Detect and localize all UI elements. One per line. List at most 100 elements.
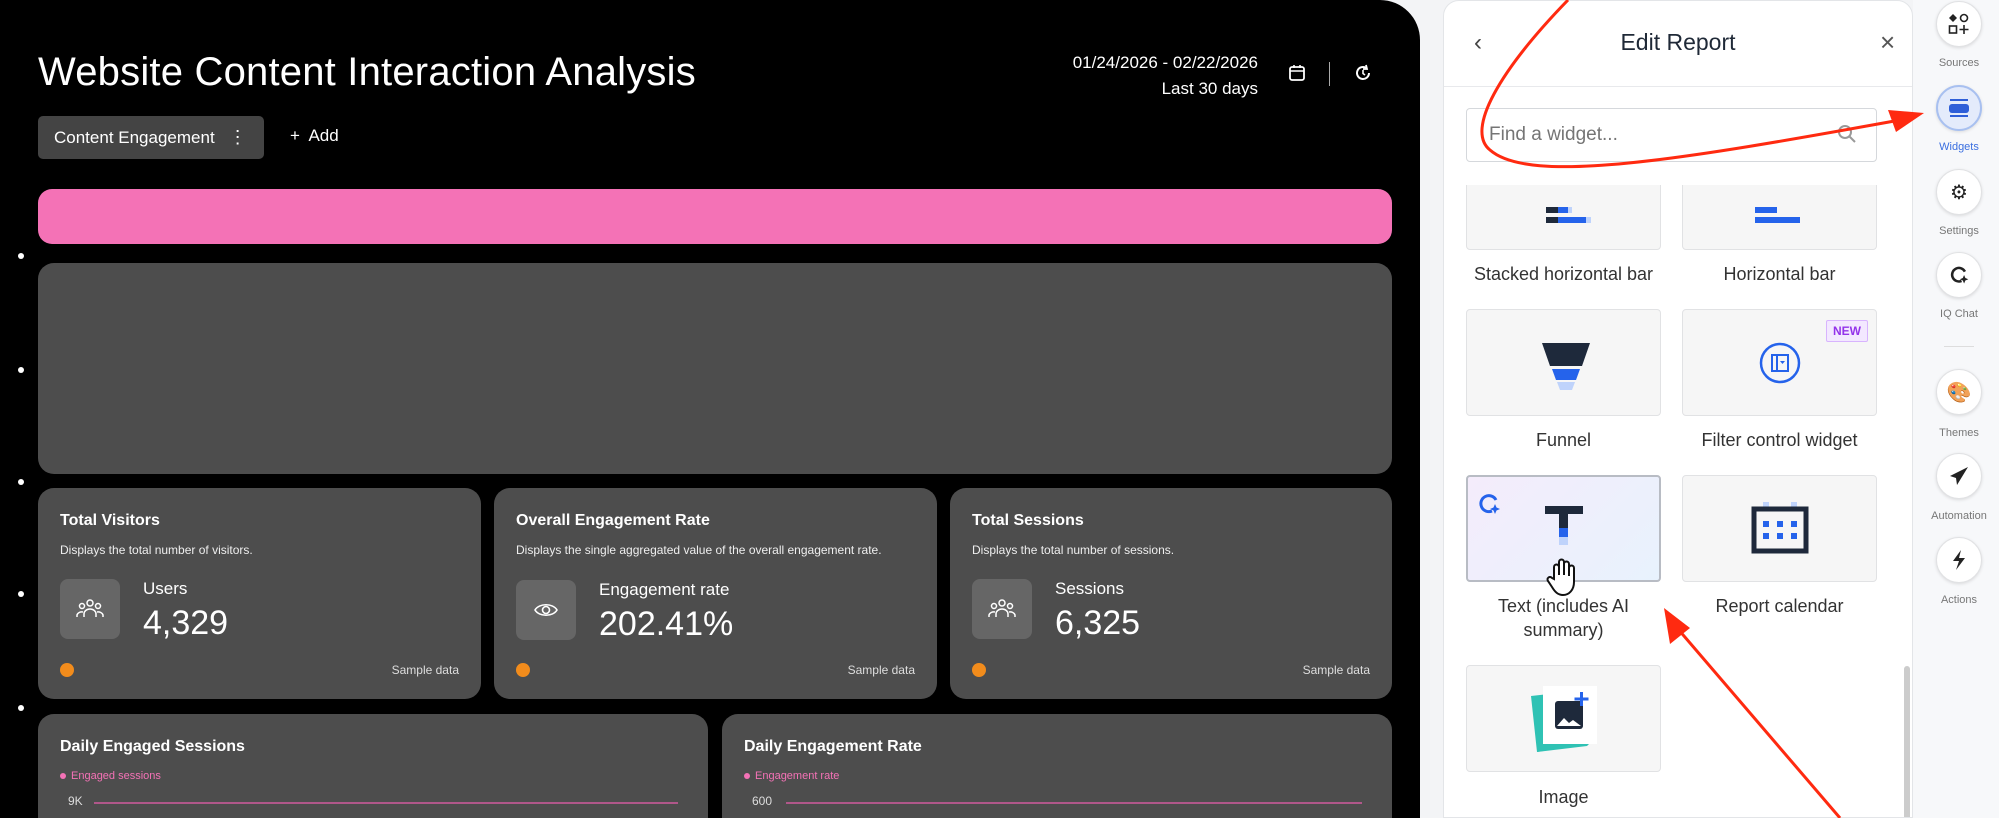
bullet: [18, 253, 24, 259]
kpi-label: Sessions: [1055, 579, 1124, 598]
panel-header: ‹ Edit Report ×: [1444, 1, 1912, 87]
chart-legend: Engaged sessions: [60, 770, 686, 782]
sources-icon: [1948, 13, 1969, 34]
sidebar-label: Themes: [1939, 427, 1979, 439]
chart-title: Daily Engaged Sessions: [60, 738, 245, 755]
y-tick-label: 9K: [68, 794, 83, 808]
widget-tile-horizontal-bar[interactable]: [1682, 185, 1877, 250]
legend-dot: [60, 773, 66, 779]
refresh-icon[interactable]: [1352, 62, 1374, 84]
card-description: Displays the total number of visitors.: [60, 543, 253, 557]
palette-icon: 🎨: [1946, 381, 1972, 404]
settings-button[interactable]: ⚙: [1936, 169, 1982, 215]
add-label: Add: [308, 126, 339, 145]
widget-tile-funnel[interactable]: [1466, 309, 1661, 416]
sidebar-label: Widgets: [1939, 141, 1979, 153]
widget-tile-text[interactable]: [1466, 475, 1661, 597]
widget-tile-stacked-horizontal-bar[interactable]: [1466, 185, 1661, 250]
chart-card-daily-engagement-rate[interactable]: Daily Engagement Rate Engagement rate 60…: [722, 714, 1392, 818]
lightning-icon: [1953, 550, 1965, 570]
widget-label: Report calendar: [1715, 596, 1844, 616]
date-range[interactable]: 01/24/2026 - 02/22/2026 Last 30 days: [1073, 50, 1258, 102]
sidebar-divider: [1944, 346, 1974, 347]
widget-label: Horizontal bar: [1723, 264, 1836, 284]
widgets-button[interactable]: [1936, 85, 1982, 131]
edit-report-panel: ‹ Edit Report × Stacked horizontal bar H…: [1443, 0, 1913, 818]
widget-label: Image: [1538, 787, 1589, 807]
kpi-card-engagement-rate[interactable]: Overall Engagement Rate Displays the sin…: [494, 488, 937, 699]
chevron-left-icon[interactable]: ‹: [1474, 29, 1482, 56]
tab-label: Content Engagement: [54, 127, 215, 147]
sidebar-label: IQ Chat: [1940, 308, 1978, 320]
divider: [1329, 62, 1330, 86]
widget-tile-filter-control[interactable]: NEW: [1682, 309, 1877, 416]
widget-search-input[interactable]: [1466, 108, 1877, 162]
kpi-card-total-sessions[interactable]: Total Sessions Displays the total number…: [950, 488, 1392, 699]
kpi-value: 4,329: [143, 604, 229, 642]
more-vertical-icon[interactable]: ⋮: [228, 127, 247, 147]
chart-legend: Engagement rate: [744, 770, 1370, 782]
date-preset: Last 30 days: [1161, 79, 1258, 98]
add-tab-button[interactable]: + Add: [290, 126, 339, 146]
hand-cursor-icon: [1546, 558, 1575, 597]
funnel-icon: [1541, 342, 1590, 390]
eye-icon: [516, 580, 576, 640]
sidebar-label: Automation: [1931, 510, 1987, 522]
bullet: [18, 479, 24, 485]
card-description: Displays the single aggregated value of …: [516, 543, 882, 557]
date-range-text: 01/24/2026 - 02/22/2026: [1072, 53, 1258, 72]
users-icon: [60, 579, 120, 639]
kpi-value: 202.41%: [599, 605, 734, 643]
kpi-label: Users: [143, 579, 188, 598]
kpi-value: 6,325: [1055, 604, 1141, 642]
chart-card-daily-engaged-sessions[interactable]: Daily Engaged Sessions Engaged sessions …: [38, 714, 708, 818]
kpi-label: Engagement rate: [599, 580, 730, 599]
close-icon[interactable]: ×: [1880, 27, 1896, 57]
legend-label: Engaged sessions: [71, 770, 161, 782]
iq-chat-button[interactable]: [1936, 252, 1982, 298]
horizontal-bar-icon: [1754, 206, 1800, 223]
card-title: Total Sessions: [972, 512, 1084, 529]
tab-content-engagement[interactable]: Content Engagement ⋮: [38, 116, 264, 159]
bullet: [18, 705, 24, 711]
empty-widget[interactable]: [38, 263, 1392, 474]
widget-tile-report-calendar[interactable]: [1682, 475, 1877, 582]
panel-title: Edit Report: [1620, 29, 1736, 55]
filter-control-icon: [1759, 342, 1800, 383]
widgets-icon: [1949, 99, 1969, 117]
actions-button[interactable]: [1936, 537, 1982, 583]
sources-button[interactable]: [1936, 1, 1982, 47]
card-description: Displays the total number of sessions.: [972, 543, 1175, 557]
ai-sparkle-icon: [1479, 494, 1500, 514]
legend-label: Engagement rate: [755, 770, 840, 782]
widget-grid: Stacked horizontal bar Horizontal bar Fu…: [1466, 185, 1877, 817]
paper-plane-icon: [1950, 467, 1968, 485]
new-badge: NEW: [1826, 320, 1868, 342]
widget-label: Text (includes AI summary): [1497, 596, 1630, 640]
text-icon: [1544, 505, 1583, 545]
data-source-icon: [516, 663, 530, 677]
card-title: Total Visitors: [60, 512, 160, 529]
widget-label: Funnel: [1535, 430, 1592, 450]
scrollbar-thumb[interactable]: [1904, 666, 1910, 817]
automation-button[interactable]: [1936, 453, 1982, 499]
sidebar-label: Actions: [1940, 594, 1978, 606]
kpi-card-total-visitors[interactable]: Total Visitors Displays the total number…: [38, 488, 481, 699]
iq-chat-icon: [1950, 266, 1969, 284]
widget-label: Stacked horizontal bar: [1473, 264, 1654, 284]
header-banner-widget[interactable]: [38, 189, 1392, 244]
themes-button[interactable]: 🎨: [1936, 369, 1982, 415]
widget-label: Filter control widget: [1701, 430, 1858, 450]
report-title: Website Content Interaction Analysis: [38, 50, 696, 94]
calendar-icon[interactable]: [1286, 62, 1308, 84]
stacked-bar-icon: [1545, 206, 1591, 223]
sample-data-label: Sample data: [847, 663, 915, 677]
chart-gridline: [786, 802, 1362, 804]
data-source-icon: [60, 663, 74, 677]
widget-tile-image[interactable]: [1466, 665, 1661, 772]
image-icon: [1530, 685, 1597, 752]
y-tick-label: 600: [752, 794, 773, 808]
users-icon: [972, 579, 1032, 639]
card-title: Overall Engagement Rate: [516, 512, 710, 529]
report-canvas: Website Content Interaction Analysis 01/…: [0, 0, 1420, 818]
